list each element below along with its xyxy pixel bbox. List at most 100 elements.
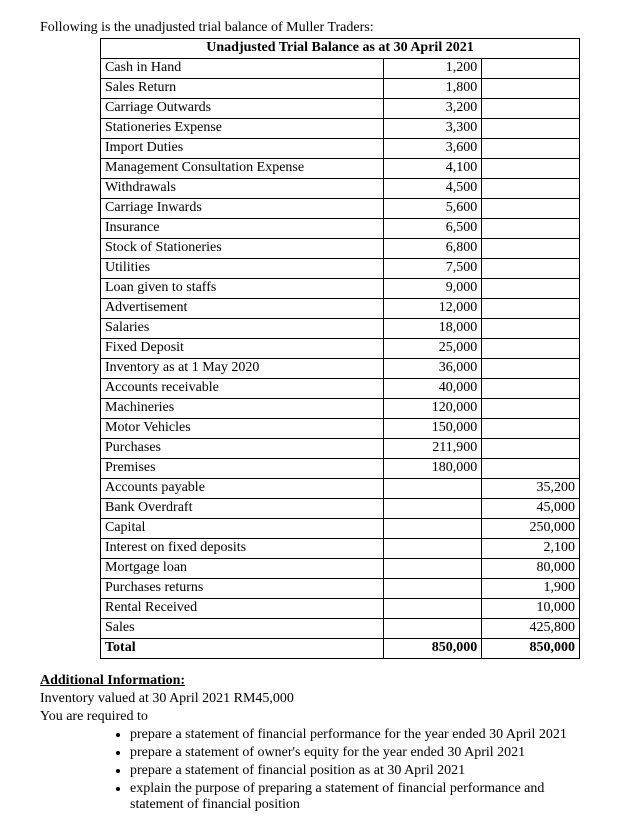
debit-cell <box>384 579 482 599</box>
table-row: Management Consultation Expense4,100 <box>101 159 580 179</box>
debit-cell: 6,500 <box>384 219 482 239</box>
additional-heading: Additional Information: <box>40 673 601 689</box>
account-name: Rental Received <box>101 599 384 619</box>
credit-cell <box>482 119 580 139</box>
debit-cell <box>384 539 482 559</box>
credit-cell <box>482 359 580 379</box>
credit-cell <box>482 79 580 99</box>
table-row: Advertisement12,000 <box>101 299 580 319</box>
debit-cell: 4,100 <box>384 159 482 179</box>
account-name: Withdrawals <box>101 179 384 199</box>
account-name: Advertisement <box>101 299 384 319</box>
credit-cell <box>482 199 580 219</box>
debit-cell: 25,000 <box>384 339 482 359</box>
account-name: Bank Overdraft <box>101 499 384 519</box>
credit-cell: 35,200 <box>482 479 580 499</box>
required-intro: You are required to <box>40 709 601 725</box>
account-name: Inventory as at 1 May 2020 <box>101 359 384 379</box>
inventory-note: Inventory valued at 30 April 2021 RM45,0… <box>40 691 601 707</box>
account-name: Utilities <box>101 259 384 279</box>
debit-cell: 18,000 <box>384 319 482 339</box>
credit-cell: 1,900 <box>482 579 580 599</box>
table-row: Stock of Stationeries6,800 <box>101 239 580 259</box>
account-name: Salaries <box>101 319 384 339</box>
requirement-item: prepare a statement of financial positio… <box>130 763 601 779</box>
credit-cell <box>482 99 580 119</box>
credit-cell <box>482 439 580 459</box>
table-row: Fixed Deposit25,000 <box>101 339 580 359</box>
account-name: Insurance <box>101 219 384 239</box>
debit-cell: 36,000 <box>384 359 482 379</box>
account-name: Import Duties <box>101 139 384 159</box>
account-name: Motor Vehicles <box>101 419 384 439</box>
table-row: Accounts payable 35,200 <box>101 479 580 499</box>
debit-cell: 3,300 <box>384 119 482 139</box>
table-row: Sales Return1,800 <box>101 79 580 99</box>
table-row: Inventory as at 1 May 202036,000 <box>101 359 580 379</box>
table-row: Insurance6,500 <box>101 219 580 239</box>
total-row: Total 850,000 850,000 <box>101 639 580 659</box>
credit-cell <box>482 239 580 259</box>
debit-cell: 4,500 <box>384 179 482 199</box>
table-row: Import Duties3,600 <box>101 139 580 159</box>
account-name: Capital <box>101 519 384 539</box>
credit-cell <box>482 299 580 319</box>
debit-cell <box>384 499 482 519</box>
credit-cell: 80,000 <box>482 559 580 579</box>
account-name: Carriage Outwards <box>101 99 384 119</box>
table-row: Purchases returns1,900 <box>101 579 580 599</box>
credit-cell: 10,000 <box>482 599 580 619</box>
table-row: Rental Received 10,000 <box>101 599 580 619</box>
table-row: Stationeries Expense3,300 <box>101 119 580 139</box>
debit-cell <box>384 559 482 579</box>
debit-cell <box>384 599 482 619</box>
table-row: Purchases211,900 <box>101 439 580 459</box>
table-row: Loan given to staffs9,000 <box>101 279 580 299</box>
table-title: Unadjusted Trial Balance as at 30 April … <box>101 39 580 59</box>
debit-cell: 5,600 <box>384 199 482 219</box>
credit-cell <box>482 419 580 439</box>
credit-cell <box>482 139 580 159</box>
debit-cell: 1,800 <box>384 79 482 99</box>
debit-cell: 9,000 <box>384 279 482 299</box>
account-name: Management Consultation Expense <box>101 159 384 179</box>
requirement-item: prepare a statement of financial perform… <box>130 727 601 743</box>
account-name: Cash in Hand <box>101 59 384 79</box>
account-name: Sales <box>101 619 384 639</box>
requirements-list: prepare a statement of financial perform… <box>40 727 601 813</box>
table-row: Salaries18,000 <box>101 319 580 339</box>
credit-cell <box>482 319 580 339</box>
requirement-item: explain the purpose of preparing a state… <box>130 781 601 813</box>
trial-balance-table: Unadjusted Trial Balance as at 30 April … <box>100 38 580 659</box>
debit-cell: 3,200 <box>384 99 482 119</box>
account-name: Carriage Inwards <box>101 199 384 219</box>
debit-cell <box>384 519 482 539</box>
debit-cell: 150,000 <box>384 419 482 439</box>
requirement-item: prepare a statement of owner's equity fo… <box>130 745 601 761</box>
account-name: Accounts payable <box>101 479 384 499</box>
credit-cell: 2,100 <box>482 539 580 559</box>
total-credit: 850,000 <box>482 639 580 659</box>
account-name: Mortgage loan <box>101 559 384 579</box>
account-name: Fixed Deposit <box>101 339 384 359</box>
table-row: Withdrawals4,500 <box>101 179 580 199</box>
credit-cell <box>482 219 580 239</box>
credit-cell <box>482 339 580 359</box>
debit-cell: 180,000 <box>384 459 482 479</box>
credit-cell <box>482 159 580 179</box>
debit-cell: 120,000 <box>384 399 482 419</box>
account-name: Interest on fixed deposits <box>101 539 384 559</box>
table-row: Carriage Outwards3,200 <box>101 99 580 119</box>
account-name: Accounts receivable <box>101 379 384 399</box>
credit-cell <box>482 279 580 299</box>
debit-cell: 7,500 <box>384 259 482 279</box>
intro-text: Following is the unadjusted trial balanc… <box>40 20 601 36</box>
credit-cell <box>482 459 580 479</box>
credit-cell <box>482 179 580 199</box>
table-row: Bank Overdraft45,000 <box>101 499 580 519</box>
table-row: Cash in Hand1,200 <box>101 59 580 79</box>
debit-cell: 3,600 <box>384 139 482 159</box>
credit-cell: 425,800 <box>482 619 580 639</box>
table-row: Motor Vehicles150,000 <box>101 419 580 439</box>
table-row: Interest on fixed deposits 2,100 <box>101 539 580 559</box>
